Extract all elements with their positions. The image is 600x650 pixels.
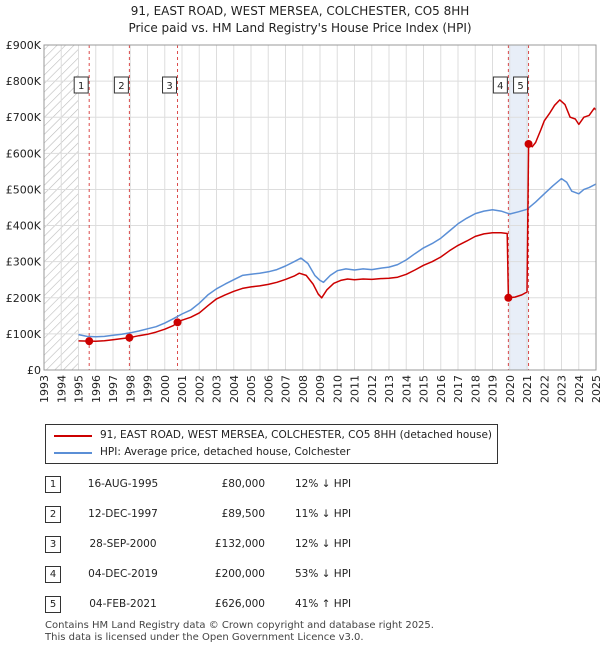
- transaction-hpi: 12% ↓ HPI: [295, 538, 352, 550]
- transaction-row: 4 04-DEC-2019 £200,000 53% ↓ HPI: [45, 566, 445, 586]
- x-tick-label: 2003: [211, 375, 224, 403]
- transaction-price: £626,000: [214, 598, 265, 610]
- y-tick-label: £600K: [6, 147, 42, 160]
- sale-point: [85, 337, 94, 346]
- x-tick-label: 2005: [245, 375, 258, 403]
- x-tick-label: 2016: [435, 375, 448, 403]
- x-tick-label: 2023: [556, 375, 569, 403]
- x-tick-label: 2000: [159, 375, 172, 403]
- x-tick-label: 2014: [400, 375, 413, 403]
- x-tick-label: 2010: [331, 375, 344, 403]
- x-tick-label: 1993: [38, 375, 51, 403]
- x-tick-label: 1995: [73, 375, 86, 403]
- sale-marker-label: 3: [166, 81, 172, 92]
- transaction-number: 3: [45, 536, 61, 553]
- x-tick-label: 1997: [107, 375, 120, 403]
- legend-swatch-price-paid: [54, 435, 92, 437]
- transaction-number: 1: [45, 476, 61, 493]
- plot-frame: [43, 44, 597, 371]
- x-tick-label: 2018: [469, 375, 482, 403]
- x-tick-label: 1996: [90, 375, 103, 403]
- transaction-date: 16-AUG-1995: [87, 478, 159, 490]
- transaction-row: 3 28-SEP-2000 £132,000 12% ↓ HPI: [45, 536, 445, 556]
- transaction-hpi: 53% ↓ HPI: [295, 568, 352, 580]
- sale-marker-label: 4: [497, 81, 503, 92]
- x-tick-label: 2002: [193, 375, 206, 403]
- sale-point: [524, 139, 533, 148]
- legend-label-price-paid: 91, EAST ROAD, WEST MERSEA, COLCHESTER, …: [100, 429, 493, 441]
- sale-marker-box: [162, 76, 178, 94]
- transaction-date: 04-DEC-2019: [88, 568, 158, 580]
- x-tick-label: 2008: [297, 375, 310, 403]
- transaction-number: 4: [45, 566, 61, 583]
- sale-marker-label: 2: [118, 81, 124, 92]
- y-tick-label: £800K: [6, 75, 42, 88]
- x-tick-label: 2013: [383, 375, 396, 403]
- y-tick-label: £0: [27, 364, 41, 377]
- transaction-number: 5: [45, 596, 61, 613]
- sale-marker-box: [492, 76, 508, 94]
- hpi-series-line: [78, 177, 597, 338]
- sale-marker-label: 5: [517, 81, 523, 92]
- legend-swatch-hpi: [54, 452, 92, 454]
- y-tick-label: £100K: [6, 328, 42, 341]
- x-tick-label: 2011: [349, 375, 362, 403]
- legend: 91, EAST ROAD, WEST MERSEA, COLCHESTER, …: [45, 424, 498, 464]
- y-tick-label: £300K: [6, 256, 42, 269]
- x-tick-label: 2020: [504, 375, 517, 403]
- chart-title: 91, EAST ROAD, WEST MERSEA, COLCHESTER, …: [130, 4, 470, 18]
- price-chart: £0 £100K £200K £300K £400K £500K £600K £700K £80…: [6, 39, 600, 403]
- y-tick-label: £900K: [6, 39, 42, 52]
- sale-point: [125, 333, 134, 342]
- x-tick-label: 1998: [124, 375, 137, 403]
- footer-copyright: Contains HM Land Registry data © Crown c…: [45, 620, 434, 631]
- transaction-price: £132,000: [214, 538, 265, 550]
- transaction-hpi: 41% ↑ HPI: [295, 598, 352, 610]
- transaction-number: 2: [45, 506, 61, 523]
- transaction-hpi: 11% ↓ HPI: [295, 508, 352, 520]
- y-tick-label: £400K: [6, 220, 42, 233]
- x-tick-label: 1994: [55, 375, 68, 403]
- transaction-date: 04-FEB-2021: [89, 598, 157, 610]
- x-tick-label: 2025: [590, 375, 600, 403]
- y-tick-label: £500K: [6, 183, 42, 196]
- x-tick-label: 2012: [366, 375, 379, 403]
- y-tick-label: £700K: [6, 111, 42, 124]
- transaction-row: 2 12-DEC-1997 £89,500 11% ↓ HPI: [45, 506, 445, 526]
- sale-point: [173, 318, 182, 327]
- x-tick-label: 2022: [538, 375, 551, 403]
- x-tick-label: 2017: [452, 375, 465, 403]
- x-tick-label: 2009: [314, 375, 327, 403]
- x-tick-label: 2024: [573, 375, 586, 403]
- x-tick-label: 2019: [487, 375, 500, 403]
- transaction-price: £89,500: [221, 508, 265, 520]
- y-tick-label: £200K: [6, 292, 42, 305]
- transaction-date: 12-DEC-1997: [88, 508, 158, 520]
- transaction-row: 1 16-AUG-1995 £80,000 12% ↓ HPI: [45, 476, 445, 496]
- footer-licence: This data is licensed under the Open Gov…: [45, 632, 364, 643]
- transaction-price: £80,000: [221, 478, 265, 490]
- transaction-date: 28-SEP-2000: [89, 538, 157, 550]
- sale-marker-box: [513, 76, 529, 94]
- x-tick-label: 2006: [262, 375, 275, 403]
- highlight-band: [508, 45, 529, 370]
- sale-marker-box: [73, 76, 89, 94]
- x-tick-label: 2007: [280, 375, 293, 403]
- transaction-hpi: 12% ↓ HPI: [295, 478, 352, 490]
- x-tick-label: 2015: [418, 375, 431, 403]
- x-tick-label: 2021: [521, 375, 534, 403]
- legend-label-hpi: HPI: Average price, detached house, Colc…: [100, 446, 351, 458]
- x-tick-label: 2001: [176, 375, 189, 403]
- x-tick-label: 1999: [142, 375, 155, 403]
- chart-subtitle: Price paid vs. HM Land Registry's House …: [128, 21, 472, 35]
- sale-marker-label: 1: [78, 81, 84, 92]
- transaction-row: 5 04-FEB-2021 £626,000 41% ↑ HPI: [45, 596, 445, 616]
- transaction-price: £200,000: [214, 568, 265, 580]
- sale-point: [504, 293, 513, 302]
- x-tick-label: 2004: [228, 375, 241, 403]
- sale-marker-box: [113, 76, 129, 94]
